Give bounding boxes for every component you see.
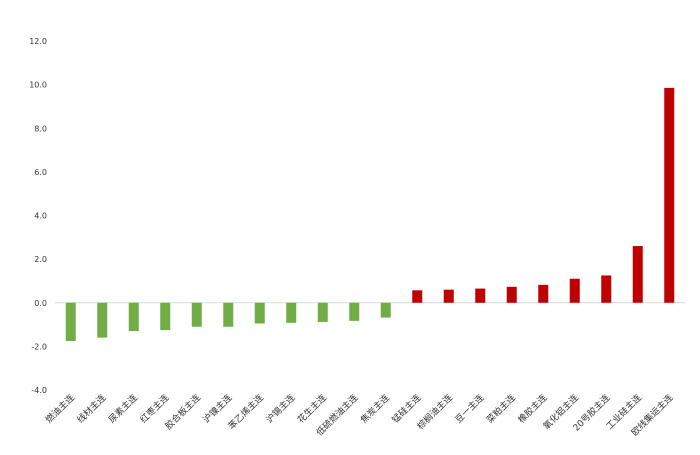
y-tick-label: -4.0	[31, 386, 47, 395]
y-tick-label: -2.0	[31, 342, 47, 351]
x-tick-label: 燃油主连	[43, 392, 77, 426]
y-tick-label: 2.0	[34, 255, 47, 264]
x-tick-label: 沪镍主连	[200, 392, 234, 426]
bar	[443, 289, 454, 303]
x-tick-label: 线材主连	[74, 392, 108, 426]
y-tick-label: 8.0	[34, 124, 47, 133]
bar	[538, 284, 549, 303]
bar	[664, 87, 675, 303]
bar	[317, 302, 328, 322]
bar	[254, 302, 265, 324]
y-tick-label: 4.0	[34, 212, 47, 221]
bar	[65, 302, 76, 341]
x-tick-label: 锰硅主连	[389, 392, 423, 426]
y-tick-label: 10.0	[29, 81, 47, 90]
bar	[160, 302, 171, 331]
bar	[286, 302, 297, 323]
x-tick-label: 红枣主连	[137, 392, 171, 426]
y-tick-label: 12.0	[29, 37, 47, 46]
bar	[380, 302, 391, 318]
bar	[191, 302, 202, 327]
bar	[97, 302, 108, 338]
bar	[601, 275, 612, 303]
bar	[475, 288, 486, 303]
x-tick-label: 菜粕主连	[484, 392, 518, 426]
bar	[223, 302, 234, 327]
x-tick-label: 沪锡主连	[263, 392, 297, 426]
bar	[506, 286, 517, 303]
bar	[569, 278, 580, 303]
x-tick-label: 豆一主连	[452, 392, 486, 426]
y-tick-label: 6.0	[34, 168, 47, 177]
x-tick-label: 橡胶主连	[515, 392, 549, 426]
y-tick-label: 0.0	[34, 299, 47, 308]
x-tick-label: 花生主连	[295, 392, 329, 426]
x-tick-label: 焦炭主连	[358, 392, 392, 426]
bar	[632, 246, 643, 303]
bar	[349, 302, 360, 321]
bar	[128, 302, 139, 332]
bar	[412, 290, 423, 303]
x-tick-label: 尿素主连	[106, 392, 140, 426]
